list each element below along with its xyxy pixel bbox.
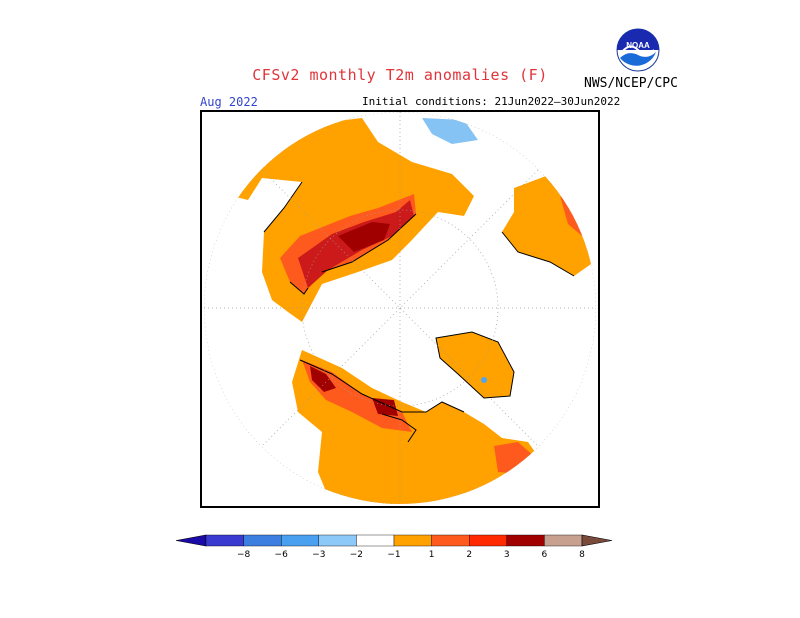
agency-label: NWS/NCEP/CPC bbox=[584, 76, 678, 91]
anomaly-region-alaska-4f bbox=[310, 366, 336, 392]
anomaly-region-cold-north bbox=[422, 118, 478, 144]
colorbar-label: 3 bbox=[504, 550, 510, 560]
colorbar-segment bbox=[318, 534, 357, 547]
initial-conditions: Initial conditions: 21Jun2022–30Jun2022 bbox=[362, 95, 621, 108]
colorbar-arrow-right bbox=[581, 534, 613, 547]
colorbar-segment bbox=[205, 534, 244, 547]
colorbar: −8 −6 −3 −2 −1 1 2 3 6 8 bbox=[175, 534, 613, 560]
anomaly-region-greenland bbox=[436, 332, 514, 398]
colorbar-segment bbox=[506, 534, 545, 547]
map-title: CFSv2 monthly T2m anomalies (F) bbox=[252, 66, 548, 84]
colorbar-label: 1 bbox=[429, 550, 435, 560]
colorbar-label: 6 bbox=[542, 550, 548, 560]
polar-map bbox=[200, 110, 600, 508]
target-month: Aug 2022 bbox=[200, 95, 258, 109]
colorbar-segment bbox=[544, 534, 583, 547]
colorbar-label: −1 bbox=[387, 550, 400, 560]
anomaly-region-scandinavia-2f bbox=[560, 196, 582, 236]
colorbar-arrow-left bbox=[175, 534, 207, 547]
colorbar-label: 2 bbox=[466, 550, 472, 560]
anomaly-region-cold-greenland bbox=[481, 377, 487, 383]
coastlines bbox=[231, 141, 575, 443]
graticule bbox=[204, 112, 596, 504]
colorbar-segment bbox=[356, 534, 395, 547]
polar-map-svg bbox=[204, 112, 596, 504]
colorbar-segment bbox=[393, 534, 432, 547]
colorbar-segment bbox=[243, 534, 282, 547]
colorbar-label: −6 bbox=[275, 550, 289, 560]
colorbar-label: −8 bbox=[237, 550, 251, 560]
colorbar-label: −3 bbox=[312, 550, 325, 560]
colorbar-segment bbox=[280, 534, 319, 547]
svg-text:NOAA: NOAA bbox=[626, 41, 650, 50]
anomaly-region-siberia-4f bbox=[338, 222, 390, 252]
colorbar-label: −2 bbox=[350, 550, 363, 560]
anomaly-region-yukon-4f bbox=[372, 398, 398, 416]
colorbar-segment bbox=[469, 534, 508, 547]
colorbar-segment bbox=[431, 534, 470, 547]
colorbar-label: 8 bbox=[579, 550, 585, 560]
noaa-logo: NOAA bbox=[616, 28, 660, 72]
